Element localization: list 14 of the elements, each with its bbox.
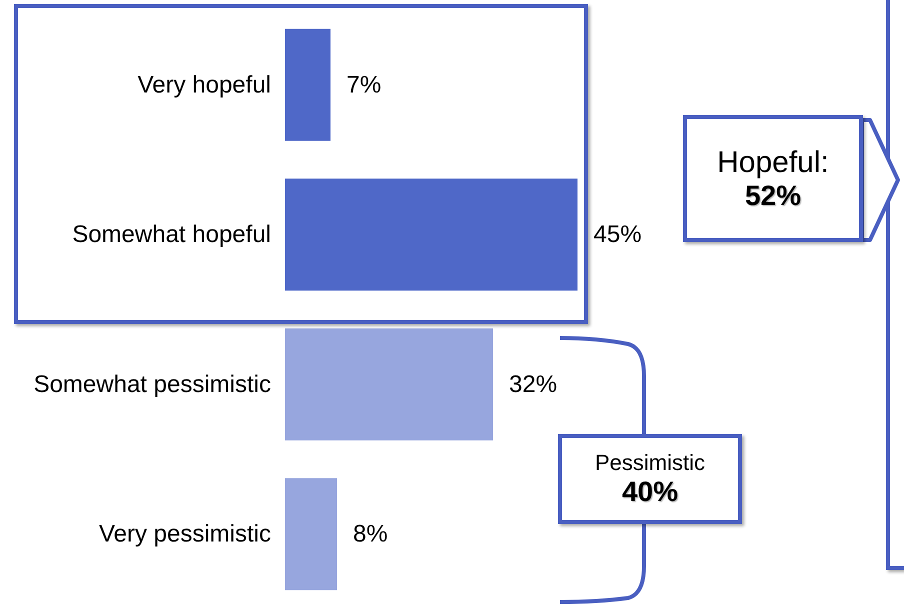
text: Pessimistic 40% bbox=[594, 450, 705, 508]
data-label: 32% bbox=[509, 370, 558, 398]
y-tick-label: Somewhat pessimistic bbox=[34, 370, 271, 398]
bar bbox=[285, 328, 493, 440]
y-tick-label: Somewhat hopeful bbox=[72, 221, 271, 248]
bar bbox=[285, 28, 330, 141]
y-tick-label: Very hopeful bbox=[138, 71, 271, 98]
text: Hopeful: 52% bbox=[717, 146, 829, 212]
data-label: 45% bbox=[594, 221, 642, 248]
bar bbox=[285, 478, 337, 590]
y-tick-label: Very pessimistic bbox=[98, 520, 271, 548]
data-label: 7% bbox=[346, 71, 382, 98]
bar bbox=[285, 178, 578, 291]
data-label: 8% bbox=[353, 520, 388, 548]
